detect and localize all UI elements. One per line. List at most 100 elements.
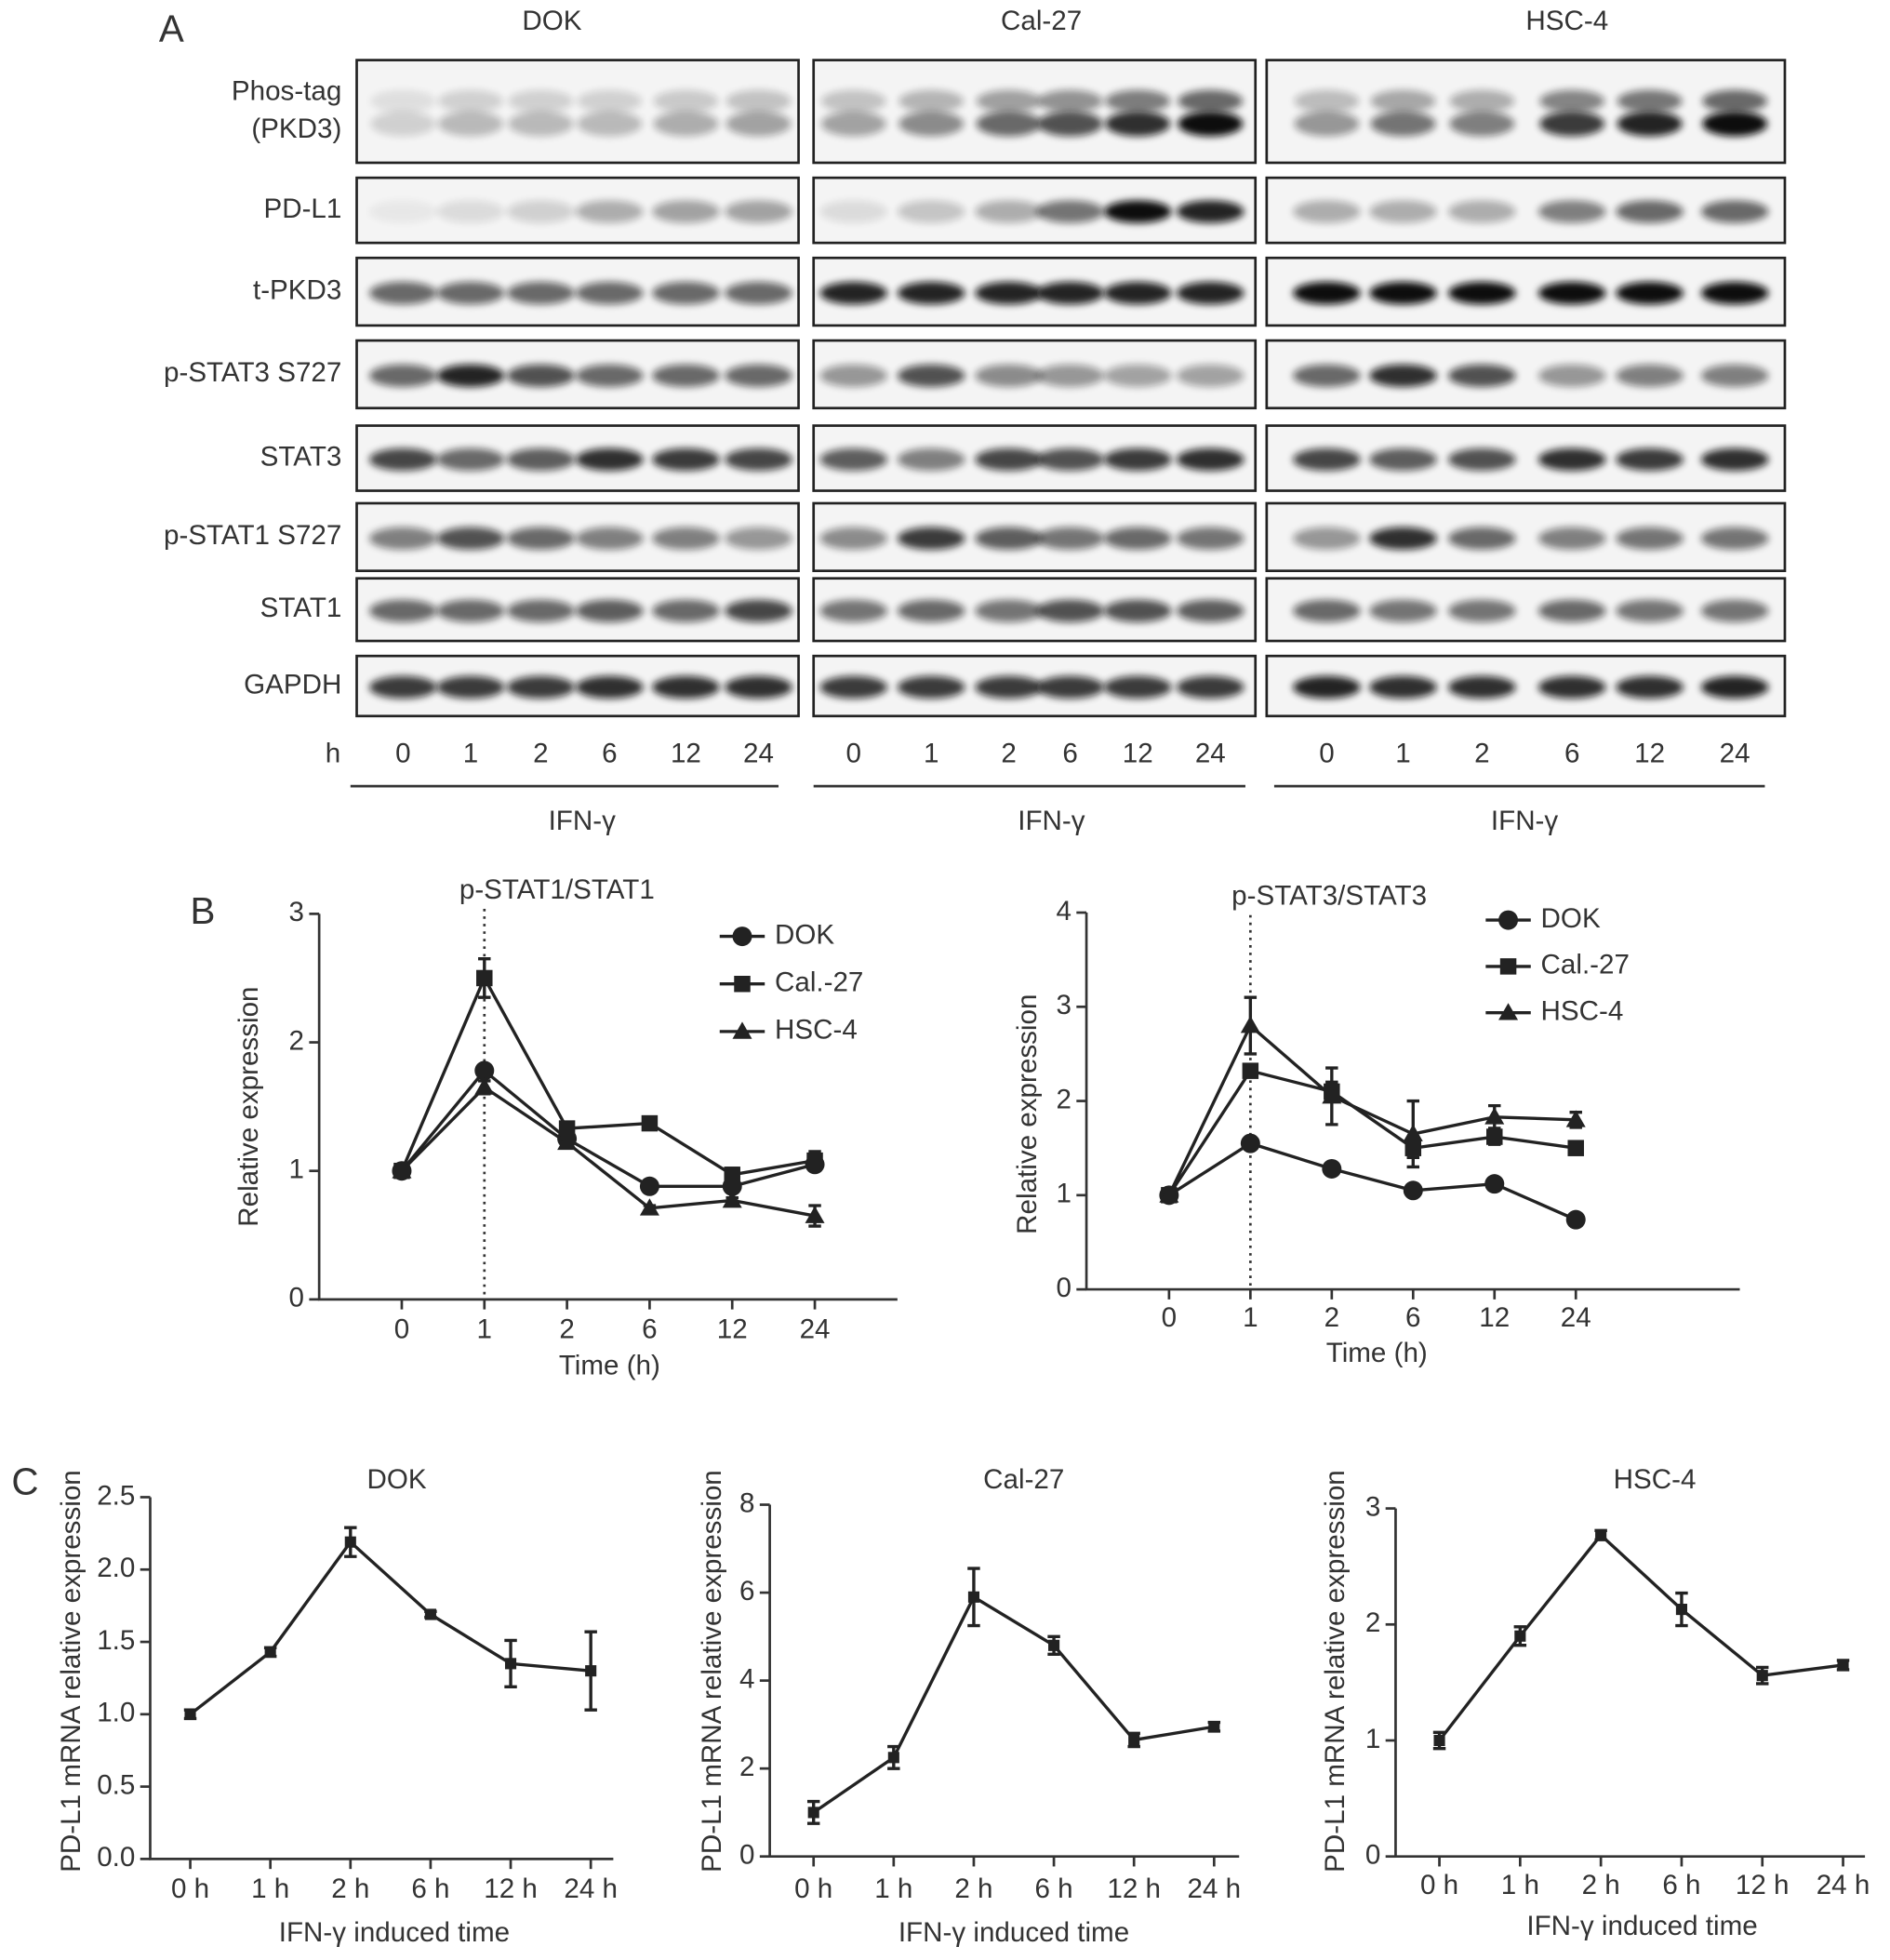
blot-band (1700, 599, 1769, 622)
point (1565, 1209, 1586, 1230)
series-line (812, 1594, 1215, 1814)
y-tick-label: 2.0 (97, 1553, 135, 1583)
blot-band (1616, 599, 1684, 622)
blot-band (1036, 599, 1104, 622)
blot-band (368, 447, 437, 472)
blot-band (1103, 200, 1172, 223)
x-tick-label: 1 h (874, 1873, 912, 1904)
point (887, 1752, 899, 1764)
point (424, 1608, 436, 1620)
blot-band (1447, 364, 1516, 387)
blot-band (897, 527, 965, 550)
blot-band (1537, 599, 1606, 622)
blot-band (1178, 89, 1244, 113)
x-tick-label: 6 (1405, 1302, 1420, 1333)
blot-band (436, 364, 505, 387)
blot-band (1447, 599, 1516, 622)
point (504, 1658, 517, 1670)
blot-frame (1265, 256, 1787, 327)
cell-line-label: HSC-4 (1525, 6, 1608, 36)
series-line (400, 1085, 816, 1218)
lane-label: 6 (1062, 738, 1077, 768)
blot-band (1103, 281, 1172, 305)
blot-band (368, 281, 437, 305)
treatment-label: IFN-γ (549, 806, 617, 836)
x-tick-label: 0 (1162, 1302, 1177, 1333)
x-tick-label: 12 (717, 1313, 748, 1344)
blot-band (436, 200, 505, 223)
blot-band (1294, 89, 1360, 113)
row-label: STAT1 (260, 593, 342, 623)
blot-band (1105, 89, 1171, 113)
blot-band (1700, 675, 1769, 699)
y-tick-label: 1 (289, 1154, 304, 1185)
point (805, 1206, 825, 1223)
legend-label: Cal.-27 (1541, 950, 1630, 980)
blot-band (652, 527, 720, 550)
blot-band (507, 675, 575, 699)
row-label: p-STAT1 S727 (164, 520, 341, 551)
lane-label: 2 (533, 738, 548, 768)
blot-band (1616, 364, 1684, 387)
x-tick-label: 0 (394, 1313, 409, 1344)
point (1322, 1158, 1342, 1179)
y-tick-label: 0.0 (97, 1842, 135, 1873)
lane-label: 0 (846, 738, 861, 768)
legend-label: DOK (775, 919, 834, 950)
blot-band (897, 447, 965, 472)
blot-band (725, 599, 792, 622)
series-line (1167, 1069, 1577, 1196)
blot-band (1037, 111, 1103, 137)
blot-band (1103, 599, 1172, 622)
chart-title: DOK (367, 1464, 427, 1495)
blot-band (897, 364, 965, 387)
blot-band (819, 599, 888, 622)
x-tick-label: 12 h (1107, 1873, 1161, 1904)
lane-label: 24 (743, 738, 774, 768)
point (1499, 958, 1517, 975)
blot-band (1369, 281, 1437, 305)
x-tick-label: 24 (800, 1313, 831, 1344)
y-tick-label: 0 (1056, 1273, 1071, 1303)
blot-band (1293, 364, 1361, 387)
blot-band (1103, 447, 1172, 472)
blot-band (1539, 89, 1605, 113)
x-axis-label: IFN-γ induced time (1526, 1911, 1757, 1941)
blot-band (897, 281, 965, 305)
blot-band (1036, 447, 1104, 472)
blot-band (1105, 111, 1171, 137)
x-tick-label: 24 (1561, 1302, 1591, 1333)
blot-band (507, 200, 575, 223)
blot-band (1176, 675, 1244, 699)
blot-band (1616, 527, 1684, 550)
blot-band (1537, 527, 1606, 550)
point (474, 1060, 495, 1081)
blot-band (1293, 281, 1361, 305)
blot-band (1700, 200, 1769, 223)
blot-band (436, 281, 505, 305)
x-tick-label: 1 h (1501, 1870, 1539, 1900)
lane-label: 24 (1195, 738, 1226, 768)
y-tick-label: 1 (1365, 1724, 1380, 1754)
point (639, 1176, 659, 1196)
y-tick-label: 0 (739, 1840, 754, 1871)
blot-band (976, 89, 1042, 113)
blot-band (1293, 599, 1361, 622)
row-label: p-STAT3 S727 (164, 357, 341, 388)
point (1837, 1659, 1849, 1671)
y-tick-label: 1.0 (97, 1698, 135, 1728)
lane-label: 6 (602, 738, 617, 768)
blot-band (1036, 675, 1104, 699)
blot-band (577, 89, 643, 113)
blot-band (1537, 675, 1606, 699)
blot-band (507, 364, 575, 387)
point (476, 969, 493, 987)
blot-band (370, 89, 436, 113)
x-tick-label: 0 h (1420, 1870, 1458, 1900)
blot-band (1037, 89, 1103, 113)
point (1240, 1016, 1260, 1033)
blot-band (652, 200, 720, 223)
point (732, 927, 752, 947)
blot-band (576, 527, 644, 550)
